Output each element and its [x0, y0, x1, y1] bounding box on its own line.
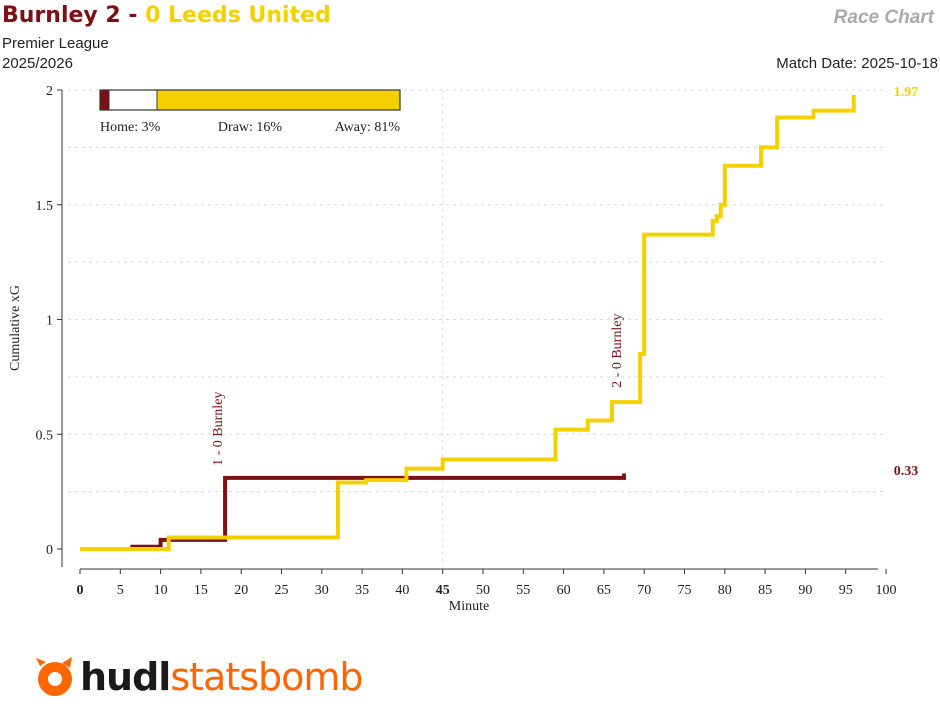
axes: 00.511.520 5 10 15 20 25 30 35 40 45 50 55 60 65 70 75 8… — [36, 84, 897, 598]
home-xg-line — [80, 473, 627, 551]
x-tick-label: 35 — [355, 583, 369, 598]
race-chart: 00.511.520 5 10 15 20 25 30 35 40 45 50 55 60 65 70 75 8… — [8, 84, 919, 614]
x-tick-label: 75 — [678, 583, 692, 598]
x-tick-label: 20 — [234, 583, 248, 598]
away-probability-label: Away: 81% — [335, 120, 401, 135]
x-tick-label: 30 — [315, 583, 329, 598]
probability-bar-outline — [99, 89, 401, 111]
away-final-xg: 1.97 — [894, 85, 919, 100]
y-tick-label: 1 — [46, 314, 53, 329]
logo-text-hudl: hudl — [80, 655, 171, 699]
y-tick-label: 1.5 — [36, 199, 54, 214]
home-final-xg: 0.33 — [894, 464, 919, 479]
logo-text-statsbomb: statsbomb — [170, 655, 363, 699]
y-tick-label: 2 — [46, 84, 53, 99]
goal-label: 2 - 0 Burnley — [610, 314, 625, 388]
win-probability-bar: Home: 3% Draw: 16% Away: 81% — [99, 89, 401, 135]
x-tick-label: 80 — [718, 583, 732, 598]
x-tick-label: 40 — [395, 583, 409, 598]
x-tick-label: 90 — [798, 583, 812, 598]
x-tick-label: 60 — [557, 583, 571, 598]
away-team-score: 0 Leeds United — [145, 3, 331, 28]
x-tick-label: 95 — [839, 583, 853, 598]
y-tick-label: 0 — [46, 543, 53, 558]
home-probability-label: Home: 3% — [100, 120, 161, 135]
x-tick-label: 0 — [77, 583, 84, 598]
grid-lines — [68, 89, 886, 567]
draw-probability-segment — [109, 90, 157, 110]
season-label: 2025/2026 — [2, 55, 73, 72]
home-team-score: Burnley 2 — [2, 3, 121, 28]
logo-text: hudlstatsbomb — [80, 652, 364, 702]
x-tick-label: 85 — [758, 583, 772, 598]
title-separator: - — [120, 3, 146, 28]
x-axis-label: Minute — [449, 599, 489, 614]
x-tick-label: 55 — [516, 583, 530, 598]
away-xg-line — [80, 94, 856, 551]
x-tick-label: 15 — [194, 583, 208, 598]
x-tick-label: 100 — [876, 583, 897, 598]
away-probability-segment — [157, 90, 400, 110]
x-tick-label: 70 — [637, 583, 651, 598]
x-tick-label: 65 — [597, 583, 611, 598]
x-tick-label: 50 — [476, 583, 490, 598]
y-axis-label: Cumulative xG — [8, 285, 23, 371]
hudl-statsbomb-logo-icon — [36, 657, 72, 696]
x-tick-label: 10 — [154, 583, 168, 598]
match-date: Match Date: 2025-10-18 — [776, 55, 938, 72]
match-title: Burnley 2 - 0 Leeds United — [2, 3, 331, 28]
home-probability-segment — [100, 90, 109, 110]
y-tick-label: 0.5 — [36, 428, 54, 443]
competition-name: Premier League — [2, 35, 109, 52]
goal-label: 1 - 0 Burnley — [211, 392, 226, 466]
xg-series — [80, 94, 856, 551]
race-chart-label: Race Chart — [833, 7, 934, 28]
x-tick-label: 45 — [436, 583, 450, 598]
draw-probability-label: Draw: 16% — [218, 120, 282, 135]
x-tick-label: 5 — [117, 583, 124, 598]
goal-annotations: 1 - 0 Burnley 2 - 0 Burnley — [211, 314, 625, 466]
x-tick-label: 25 — [275, 583, 289, 598]
hudl-statsbomb-logo: hudlstatsbomb — [32, 652, 364, 702]
